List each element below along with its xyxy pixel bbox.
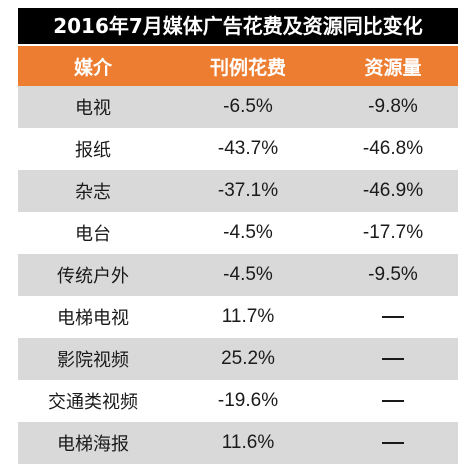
cell-resource bbox=[328, 380, 458, 422]
header-row: 媒介 刊例花费 资源量 bbox=[18, 46, 458, 86]
cell-media: 电视 bbox=[18, 86, 168, 128]
cell-ad-spend: -43.7% bbox=[168, 128, 328, 170]
cell-resource bbox=[328, 338, 458, 380]
cell-resource bbox=[328, 296, 458, 338]
no-data-dash bbox=[382, 357, 404, 360]
cell-ad-spend: -4.5% bbox=[168, 254, 328, 296]
cell-resource: -17.7% bbox=[328, 212, 458, 254]
cell-media: 电梯海报 bbox=[18, 422, 168, 464]
cell-media: 交通类视频 bbox=[18, 380, 168, 422]
cell-media: 报纸 bbox=[18, 128, 168, 170]
table-row: 电视 -6.5% -9.8% bbox=[18, 86, 458, 128]
cell-media: 电梯电视 bbox=[18, 296, 168, 338]
cell-media: 电台 bbox=[18, 212, 168, 254]
cell-ad-spend: 25.2% bbox=[168, 338, 328, 380]
table-row: 电梯海报 11.6% bbox=[18, 422, 458, 464]
cell-media: 传统户外 bbox=[18, 254, 168, 296]
no-data-dash bbox=[382, 315, 404, 318]
table-row: 杂志 -37.1% -46.9% bbox=[18, 170, 458, 212]
table-row: 报纸 -43.7% -46.8% bbox=[18, 128, 458, 170]
cell-resource: -46.9% bbox=[328, 170, 458, 212]
column-header-resource: 资源量 bbox=[328, 46, 458, 86]
data-table: 媒介 刊例花费 资源量 电视 -6.5% -9.8% 报纸 -43.7% -46.8% 杂志… bbox=[18, 46, 458, 464]
cell-resource: -46.8% bbox=[328, 128, 458, 170]
cell-resource: -9.8% bbox=[328, 86, 458, 128]
column-header-ad-spend: 刊例花费 bbox=[168, 46, 328, 86]
cell-media: 杂志 bbox=[18, 170, 168, 212]
table-row: 电梯电视 11.7% bbox=[18, 296, 458, 338]
cell-ad-spend: -4.5% bbox=[168, 212, 328, 254]
no-data-dash bbox=[382, 399, 404, 402]
table-row: 影院视频 25.2% bbox=[18, 338, 458, 380]
cell-ad-spend: 11.7% bbox=[168, 296, 328, 338]
cell-ad-spend: 11.6% bbox=[168, 422, 328, 464]
no-data-dash bbox=[382, 441, 404, 444]
chart-title: 2016年7月媒体广告花费及资源同比变化 bbox=[18, 8, 458, 44]
table-body: 电视 -6.5% -9.8% 报纸 -43.7% -46.8% 杂志 -37.1% -46.9%… bbox=[18, 86, 458, 464]
cell-ad-spend: -6.5% bbox=[168, 86, 328, 128]
table-row: 传统户外 -4.5% -9.5% bbox=[18, 254, 458, 296]
cell-media: 影院视频 bbox=[18, 338, 168, 380]
column-header-media: 媒介 bbox=[18, 46, 168, 86]
cell-ad-spend: -19.6% bbox=[168, 380, 328, 422]
cell-ad-spend: -37.1% bbox=[168, 170, 328, 212]
table-row: 交通类视频 -19.6% bbox=[18, 380, 458, 422]
cell-resource bbox=[328, 422, 458, 464]
cell-resource: -9.5% bbox=[328, 254, 458, 296]
table-row: 电台 -4.5% -17.7% bbox=[18, 212, 458, 254]
